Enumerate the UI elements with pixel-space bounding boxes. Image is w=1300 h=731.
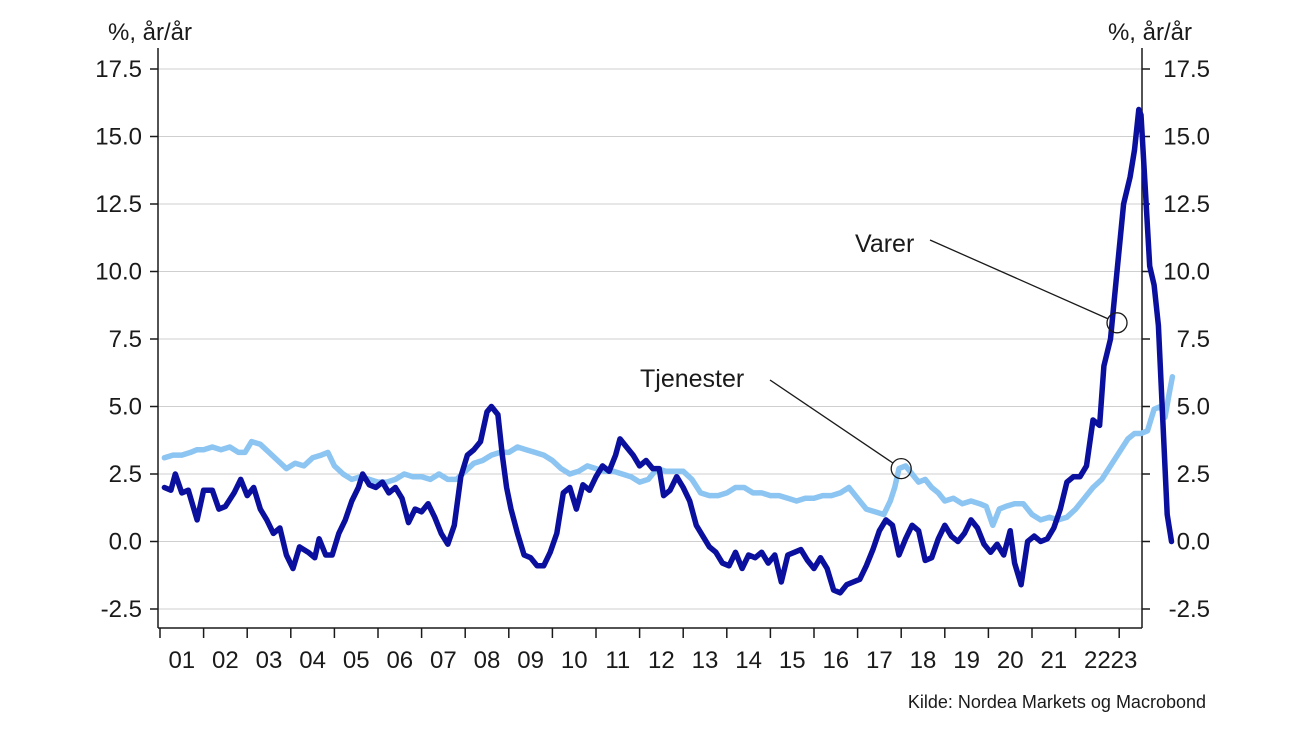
x-tick-label: 18 — [910, 647, 937, 674]
y-tick-label-left: -2.5 — [101, 596, 142, 623]
x-tick-label: 02 — [212, 647, 239, 674]
x-tick-label: 12 — [648, 647, 675, 674]
y-tick-label-left: 15.0 — [95, 124, 142, 151]
x-tick-label: 20 — [997, 647, 1024, 674]
x-tick-label: 11 — [605, 647, 630, 674]
x-tick-label: 16 — [822, 647, 849, 674]
x-tick-label: 15 — [779, 647, 806, 674]
annotation-label-varer: Varer — [855, 230, 914, 258]
x-tick-label: 22 — [1084, 647, 1111, 674]
y-tick-label-right: 5.0 — [1177, 394, 1210, 421]
y-tick-label-right: 7.5 — [1177, 326, 1210, 353]
annotation-marker-circle — [890, 457, 912, 480]
y-tick-label-right: 10.0 — [1163, 259, 1210, 286]
y-tick-label-left: 17.5 — [95, 56, 142, 83]
x-tick-label: 10 — [561, 647, 588, 674]
y-tick-label-right: 17.5 — [1163, 56, 1210, 83]
x-ticks: 01 02 03 04 05 06 07 08 09 10 11 12 13 14 15 16 17 18 19 20… — [159, 628, 1138, 674]
y-tick-label-right: 0.0 — [1177, 529, 1210, 556]
y-tick-label-left: 0.0 — [109, 529, 142, 556]
series-line-varer — [161, 106, 1175, 596]
annotations: Varer Tjenester — [640, 230, 1128, 480]
x-tick-label: 14 — [735, 647, 762, 674]
x-tick-label: 07 — [430, 647, 457, 674]
y-tick-label-right: 12.5 — [1163, 191, 1210, 218]
left-unit-label: %, år/år — [108, 19, 192, 46]
x-tick-label: 23 — [1111, 647, 1138, 674]
source-label: Kilde: Nordea Markets og Macrobond — [908, 692, 1206, 712]
y-tick-label-left: 7.5 — [109, 326, 142, 353]
x-tick-label: 09 — [517, 647, 544, 674]
right-unit-label: %, år/år — [1108, 19, 1192, 46]
y-tick-label-left: 12.5 — [95, 191, 142, 218]
y-tick-label-left: 10.0 — [95, 259, 142, 286]
x-tick-label: 05 — [343, 647, 370, 674]
y-tick-label-right: 2.5 — [1177, 461, 1210, 488]
y-tick-label-left: 2.5 — [109, 461, 142, 488]
y-tick-label-right: -2.5 — [1169, 596, 1210, 623]
gridlines — [158, 68, 1142, 610]
x-tick-label: 19 — [953, 647, 980, 674]
x-tick-label: 08 — [474, 647, 501, 674]
x-tick-label: 01 — [168, 647, 195, 674]
annotation-leader-line — [929, 239, 1109, 320]
y-tick-label-right: 15.0 — [1163, 124, 1210, 151]
x-tick-label: 17 — [866, 647, 893, 674]
right-y-ticks: -2.5 0.0 2.5 5.0 7.5 10.0 12.5 15.0 17.5 — [1142, 56, 1210, 623]
y-tick-label-left: 5.0 — [109, 394, 142, 421]
x-tick-label: 21 — [1040, 647, 1067, 674]
x-tick-label: 03 — [256, 647, 283, 674]
x-tick-label: 04 — [299, 647, 326, 674]
annotation-leader-line — [769, 379, 894, 464]
left-y-ticks: -2.5 0.0 2.5 5.0 7.5 10.0 12.5 15.0 17.5 — [95, 56, 158, 623]
x-tick-label: 13 — [692, 647, 719, 674]
series-line-tjenester — [161, 374, 1176, 529]
series-lines — [161, 106, 1176, 596]
annotation-marker-circle — [1106, 312, 1128, 334]
x-tick-label: 06 — [386, 647, 413, 674]
annotation-label-tjenester: Tjenester — [640, 365, 744, 393]
